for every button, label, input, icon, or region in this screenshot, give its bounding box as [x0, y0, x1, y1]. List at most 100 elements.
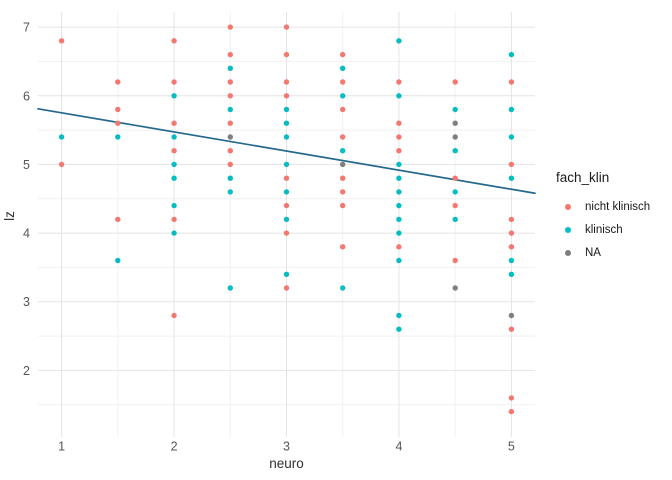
- data-point: [396, 244, 402, 250]
- data-point: [340, 93, 346, 99]
- data-point: [452, 285, 458, 291]
- data-point: [227, 134, 233, 140]
- data-point: [227, 175, 233, 181]
- data-point: [340, 79, 346, 85]
- data-point: [508, 271, 515, 277]
- data-point: [115, 257, 121, 264]
- data-point: [227, 189, 233, 195]
- data-point: [508, 408, 515, 415]
- data-point: [452, 134, 458, 140]
- data-point: [340, 202, 346, 209]
- data-point: [396, 230, 402, 236]
- data-point: [340, 161, 346, 168]
- data-point: [283, 189, 290, 195]
- data-point: [227, 161, 233, 168]
- data-point: [396, 257, 402, 264]
- data-point: [396, 216, 402, 223]
- data-point: [508, 257, 515, 264]
- data-point: [171, 230, 177, 236]
- data-point: [340, 244, 346, 250]
- data-point: [508, 106, 515, 113]
- data-point: [115, 216, 121, 223]
- data-point: [227, 148, 233, 154]
- x-tick-label: 5: [508, 440, 515, 454]
- y-tick-label: 6: [23, 89, 30, 103]
- data-point: [396, 148, 402, 154]
- data-point: [283, 285, 290, 291]
- data-point: [171, 120, 177, 126]
- legend-title: fach_klin: [556, 170, 610, 185]
- data-point: [115, 106, 121, 113]
- data-point: [452, 148, 458, 154]
- data-point: [452, 257, 458, 264]
- data-point: [283, 216, 290, 223]
- data-point: [283, 51, 290, 58]
- data-point: [396, 312, 402, 319]
- legend-dot-nicht-klinisch: [565, 204, 571, 210]
- data-point: [340, 106, 346, 113]
- legend-dot-klinisch: [565, 227, 571, 233]
- data-point: [452, 202, 458, 209]
- data-point: [283, 230, 290, 236]
- data-point: [283, 161, 290, 168]
- data-point: [283, 271, 290, 277]
- legend-item: klinisch: [551, 222, 669, 238]
- data-point: [227, 120, 233, 126]
- data-point: [396, 93, 402, 99]
- data-point: [227, 285, 233, 291]
- data-point: [452, 120, 458, 126]
- data-point: [283, 93, 290, 99]
- data-point: [115, 120, 121, 126]
- data-point: [340, 175, 346, 181]
- y-tick-label: 3: [23, 295, 30, 309]
- data-point: [58, 161, 65, 168]
- data-point: [171, 312, 177, 319]
- y-tick-label: 4: [23, 227, 30, 241]
- data-point: [508, 244, 515, 250]
- y-tick-label: 7: [23, 21, 30, 35]
- data-point: [227, 51, 233, 58]
- y-axis-title: lz: [2, 211, 17, 221]
- data-point: [115, 79, 121, 85]
- data-point: [508, 79, 515, 85]
- data-point: [340, 148, 346, 154]
- data-point: [396, 134, 402, 140]
- data-point: [396, 326, 402, 332]
- data-point: [396, 161, 402, 168]
- data-point: [171, 79, 177, 85]
- data-point: [396, 120, 402, 126]
- data-point: [115, 134, 121, 140]
- data-point: [508, 230, 515, 236]
- data-point: [508, 175, 515, 181]
- data-point: [227, 106, 233, 113]
- trend-line: [37, 107, 536, 195]
- data-point: [171, 148, 177, 154]
- data-point: [340, 285, 346, 291]
- data-point: [171, 161, 177, 168]
- data-point: [452, 175, 458, 181]
- x-tick-label: 4: [395, 440, 402, 454]
- x-axis-title: neuro: [269, 456, 304, 471]
- x-tick-label: 2: [171, 440, 178, 454]
- data-point: [171, 93, 177, 99]
- data-point: [396, 79, 402, 85]
- data-point: [171, 216, 177, 223]
- data-point: [396, 202, 402, 209]
- data-point: [283, 175, 290, 181]
- data-point: [452, 216, 458, 223]
- y-tick-label: 2: [23, 364, 30, 378]
- legend: fach_klin nicht klinisch klinisch NA: [551, 170, 669, 268]
- data-point: [283, 202, 290, 209]
- data-point: [508, 51, 515, 58]
- data-point: [227, 93, 233, 99]
- data-point: [58, 38, 65, 44]
- data-point: [508, 326, 515, 332]
- x-tick-label: 1: [58, 440, 65, 454]
- data-point: [171, 175, 177, 181]
- data-point: [396, 175, 402, 181]
- data-point: [452, 106, 458, 113]
- data-point: [171, 38, 177, 44]
- legend-label: klinisch: [585, 224, 623, 236]
